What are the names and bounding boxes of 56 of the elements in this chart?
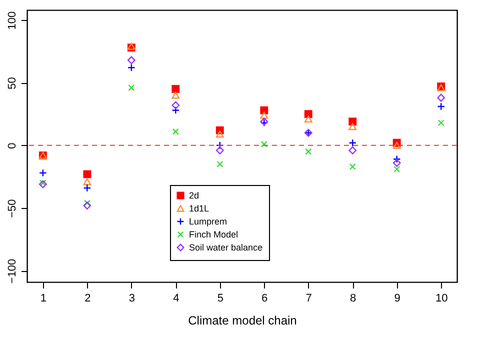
point — [83, 178, 92, 186]
point — [348, 123, 357, 130]
point — [304, 116, 312, 123]
legend-label: Finch Model — [189, 230, 238, 240]
point — [216, 146, 224, 154]
point — [172, 101, 180, 110]
point — [260, 140, 268, 148]
point — [260, 106, 268, 114]
x-tick-label: 1 — [40, 292, 46, 304]
point — [127, 56, 136, 64]
point — [392, 142, 401, 149]
point — [83, 170, 92, 178]
point — [437, 94, 446, 102]
point — [349, 163, 356, 170]
point — [392, 158, 401, 167]
y-tick-label: 100 — [6, 11, 18, 30]
x-tick-label: 5 — [217, 292, 224, 304]
x-tick-label: 2 — [84, 292, 91, 304]
x-axis-title: Climate model chain — [188, 314, 297, 328]
point — [172, 128, 179, 135]
x-tick-label: 9 — [394, 292, 400, 304]
point — [128, 84, 135, 91]
legend-label: Soil water balance — [189, 242, 263, 252]
x-tick-label: 8 — [350, 292, 356, 304]
x-tick-label: 10 — [435, 292, 448, 304]
legend-label: 1d1L — [189, 204, 210, 214]
x-tick-label: 4 — [173, 292, 180, 304]
y-tick-label: 0 — [6, 142, 18, 149]
y-tick-label: −100 — [6, 258, 18, 284]
point — [172, 92, 180, 99]
y-tick-label: 50 — [6, 77, 18, 90]
point — [83, 184, 92, 192]
point — [304, 110, 312, 118]
x-tick-label: 3 — [128, 292, 135, 304]
point — [216, 130, 224, 138]
point — [394, 166, 400, 172]
point — [438, 120, 444, 126]
legend-label: 2d — [189, 190, 200, 200]
point — [437, 102, 446, 110]
legend-label: Lumprem — [189, 216, 228, 226]
point — [172, 85, 180, 93]
point — [216, 160, 224, 168]
point — [260, 112, 268, 119]
point — [392, 155, 401, 164]
x-tick-label: 6 — [262, 292, 268, 304]
point — [305, 148, 312, 155]
point — [348, 138, 357, 147]
point — [83, 202, 92, 210]
x-tick-label: 7 — [306, 292, 312, 304]
point — [172, 106, 180, 114]
point — [38, 168, 47, 177]
point — [348, 118, 357, 126]
point — [84, 200, 90, 206]
point — [127, 64, 136, 72]
y-tick-label: −50 — [6, 199, 18, 218]
point — [348, 146, 357, 154]
